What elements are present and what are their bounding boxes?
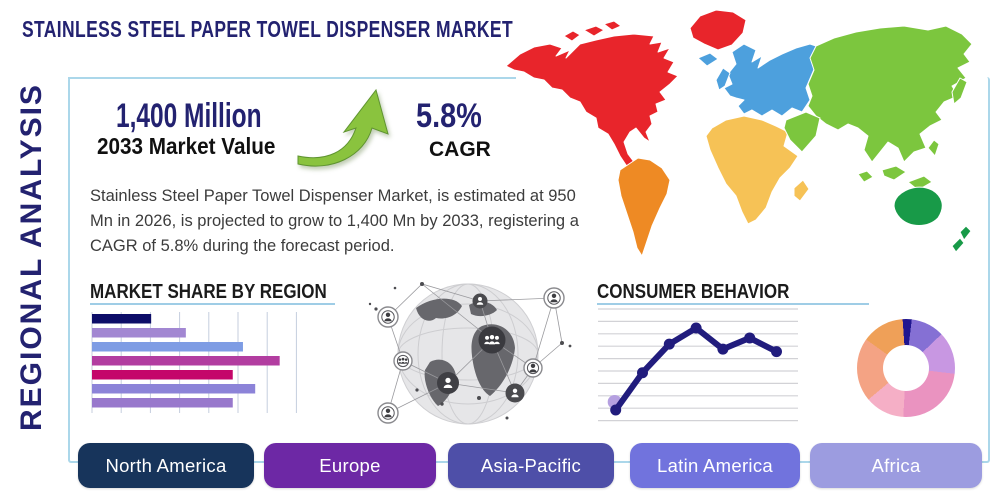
map-asia: [807, 25, 973, 163]
donut-hole: [883, 345, 929, 391]
line-point: [663, 338, 675, 350]
market-share-bar-chart: [91, 312, 297, 413]
region-button-europe[interactable]: Europe: [264, 443, 436, 488]
consumer-behavior-line-chart: [598, 308, 798, 422]
map-arctic-island: [563, 30, 581, 42]
regional-donut-chart: [857, 319, 955, 417]
bar-segment: [92, 398, 233, 408]
map-borneo: [881, 165, 907, 181]
consumer-behavior-heading: CONSUMER BEHAVIOR: [597, 281, 790, 303]
map-australia: [893, 186, 943, 226]
bar-segment: [92, 342, 243, 352]
map-philippines: [927, 139, 940, 157]
market-summary-text: Stainless Steel Paper Towel Dispenser Ma…: [90, 187, 579, 255]
bar-segment: [92, 314, 152, 324]
map-greenland: [689, 9, 747, 51]
map-arctic-island: [583, 25, 605, 37]
region-button-north-america[interactable]: North America: [78, 443, 254, 488]
panel-top-border: [68, 77, 516, 79]
person-node-icons: [377, 287, 565, 424]
globe-sphere: [397, 283, 539, 425]
bar-segment: [92, 384, 256, 394]
market-value-label: 2033 Market Value: [97, 133, 276, 159]
cagr-stat: 5.8%: [416, 97, 482, 135]
bar-segment: [92, 356, 280, 366]
global-network-illustration: [368, 282, 572, 425]
region-button-latin-america[interactable]: Latin America: [630, 443, 800, 488]
page-title: STAINLESS STEEL PAPER TOWEL DISPENSER MA…: [22, 16, 514, 42]
bar-segment: [92, 370, 233, 380]
line-point: [610, 404, 622, 416]
cagr-label: CAGR: [429, 138, 491, 161]
regional-analysis-side-label: REGIONAL ANALYSIS: [15, 83, 48, 431]
market-value-stat: 1,400 Million: [116, 97, 262, 135]
map-iceland: [697, 52, 719, 67]
market-share-heading: MARKET SHARE BY REGION: [90, 281, 327, 303]
line-point: [717, 343, 729, 355]
consumer-behavior-underline: [597, 303, 869, 305]
line-point: [690, 322, 702, 334]
world-map: [505, 9, 973, 257]
map-japan: [951, 77, 968, 105]
map-arctic-island: [603, 20, 622, 31]
growth-arrow-icon: [297, 88, 389, 167]
market-share-underline: [90, 303, 335, 305]
line-point: [744, 332, 756, 344]
map-africa: [705, 115, 799, 225]
map-north-america: [505, 33, 679, 169]
map-madagascar: [793, 179, 810, 202]
map-europe: [723, 43, 823, 117]
map-new-zealand: [951, 237, 965, 253]
line-point: [637, 367, 648, 379]
map-arabia: [783, 111, 821, 153]
region-button-asia-pacific[interactable]: Asia-Pacific: [448, 443, 614, 488]
map-new-zealand: [959, 225, 972, 241]
bar-segment: [92, 328, 186, 338]
map-south-america: [617, 157, 671, 257]
line-point: [771, 346, 782, 358]
region-button-africa[interactable]: Africa: [810, 443, 982, 488]
map-sumatra: [857, 170, 874, 183]
map-uk: [715, 67, 731, 91]
